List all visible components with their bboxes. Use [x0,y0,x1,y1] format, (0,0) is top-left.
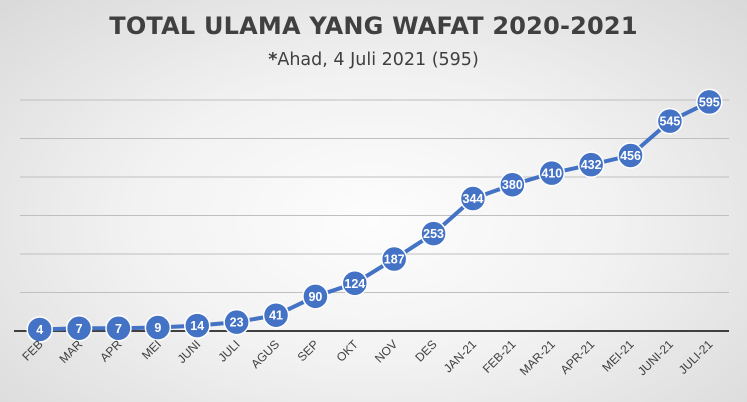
data-label: 456 [620,149,641,163]
x-tick-label: OKT [334,337,362,365]
data-point [341,270,369,297]
chart-title: TOTAL ULAMA YANG WAFAT 2020-2021 [109,12,638,40]
x-tick-label: FEB-21 [480,337,519,376]
data-point [302,283,329,310]
x-tick-label: JUNI [175,337,204,366]
data-label: 23 [230,316,244,330]
data-label: 90 [308,290,322,304]
x-tick-label: MAR-21 [517,337,558,378]
data-point [144,314,172,341]
data-label: 41 [269,309,283,323]
data-point [26,316,53,343]
x-tick-label: JUNI-21 [635,337,676,378]
chart-subtitle-text: Ahad, 4 Juli 2021 (595) [277,50,479,70]
gridlines [20,99,729,293]
x-tick-label: MEI-21 [599,337,636,374]
data-point [420,220,447,247]
data-label: 410 [541,167,562,181]
chart-subtitle-star: * [268,50,278,70]
data-label: 545 [659,115,680,129]
x-tick-label: NOV [372,337,400,365]
x-tick-label: DES [412,337,439,364]
chart-subtitle: *Ahad, 4 Juli 2021 (595) [0,50,747,70]
data-point [499,171,526,198]
data-point [696,88,723,116]
x-tick-label: MEI [139,337,164,362]
data-label: 187 [384,253,405,267]
data-point [184,312,211,339]
x-tick-label: AGUS [248,337,282,371]
data-point [105,315,132,342]
data-label: 14 [190,319,204,333]
data-label: 253 [423,227,444,241]
x-tick-label: SEP [295,337,322,364]
data-label: 4 [36,323,43,337]
data-label: 7 [76,322,83,336]
x-tick-label: JAN-21 [441,337,479,375]
data-point [223,308,250,336]
data-point [656,107,684,135]
data-label: 7 [115,322,122,336]
data-point [577,151,605,178]
data-markers: 4 7 7 9 14 23 41 90 124 187 253 344 380 410 432 456 545 5… [26,88,723,343]
data-label: 9 [154,321,161,335]
data-label: 380 [502,178,523,192]
data-point [380,245,408,273]
data-label: 432 [581,158,602,172]
data-point [538,159,565,187]
data-point [65,315,93,342]
data-label: 344 [463,192,484,206]
x-tick-labels: FEB MAR APR MEI JUNI JULI AGUS SEP OKT NOV DES JAN-… [19,337,715,378]
data-point [459,185,487,212]
data-point [617,142,644,169]
data-label: 595 [699,95,720,109]
x-tick-label: APR-21 [558,337,598,377]
x-tick-label: JULI-21 [676,337,716,377]
data-label: 124 [344,277,365,291]
x-tick-label: JULI [215,337,242,364]
data-point [262,301,290,329]
